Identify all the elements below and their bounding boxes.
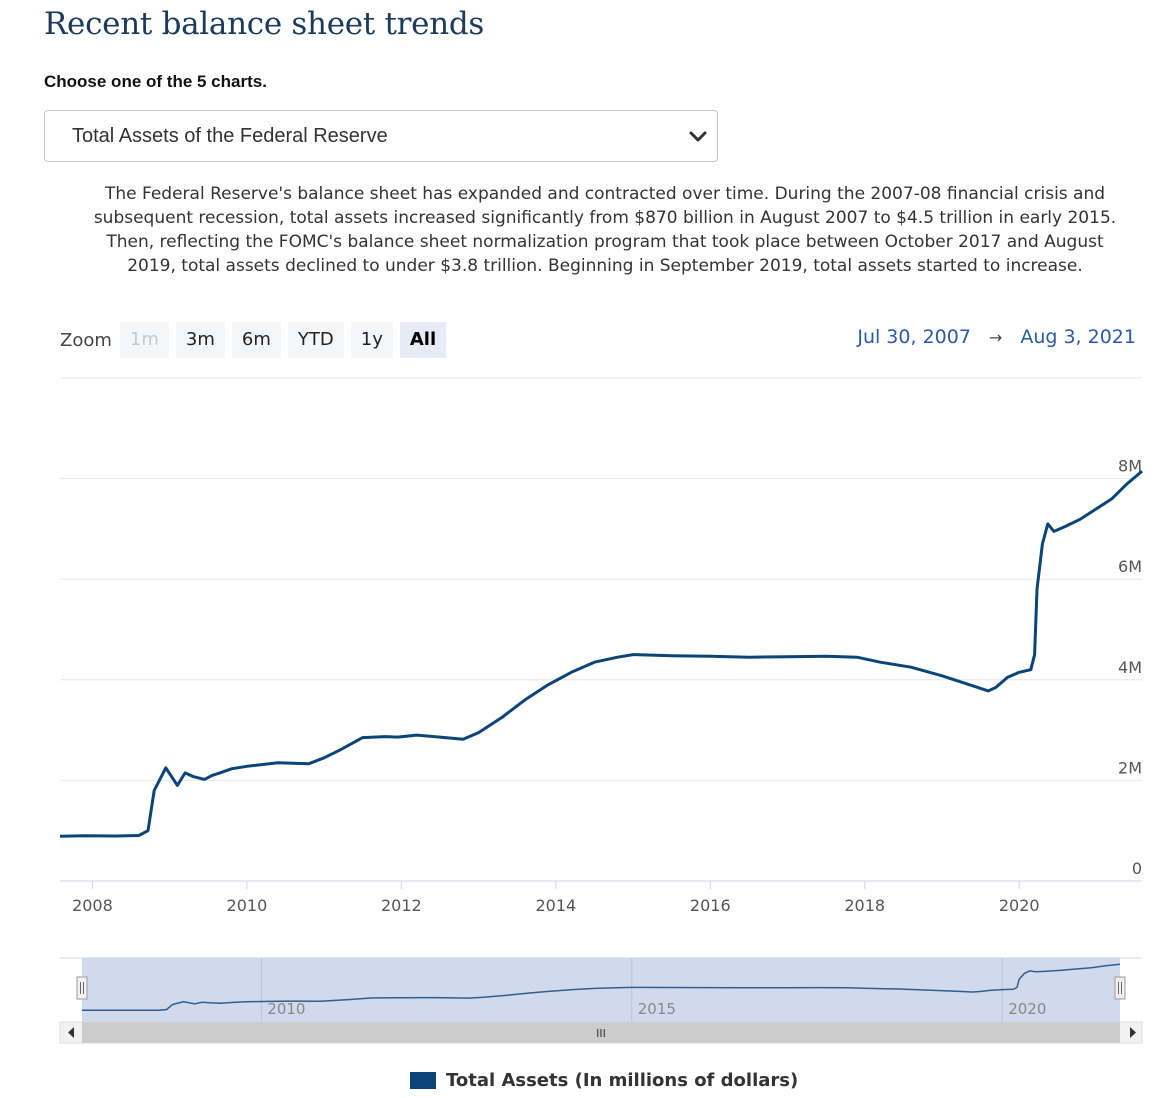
x-tick-label: 2014	[535, 896, 576, 915]
scrollbar-thumb[interactable]	[82, 1022, 1120, 1043]
y-tick-label: 8M	[1118, 457, 1142, 476]
zoom-label: Zoom	[60, 329, 112, 351]
zoom-all-button[interactable]: All	[399, 322, 447, 358]
navigator-tick-label: 2020	[1008, 1000, 1046, 1018]
navigator-tick-label: 2015	[638, 1000, 676, 1018]
page-title: Recent balance sheet trends	[44, 6, 485, 42]
navigator-selection-mask	[82, 958, 1120, 1022]
zoom-3m-button[interactable]: 3m	[175, 322, 225, 358]
navigator-right-handle[interactable]	[1114, 976, 1126, 1000]
range-to-input[interactable]: Aug 3, 2021	[1020, 326, 1136, 348]
scroll-right-icon[interactable]	[1130, 1027, 1136, 1038]
zoom-1m-button[interactable]: 1m	[119, 322, 169, 358]
x-tick-label: 2012	[381, 896, 422, 915]
zoom-controls: Zoom 1m 3m 6m YTD 1y All	[60, 322, 453, 358]
chart-description: The Federal Reserve's balance sheet has …	[93, 184, 1117, 276]
x-tick-label: 2018	[844, 896, 885, 915]
legend-item[interactable]: Total Assets (In millions of dollars)	[410, 1070, 798, 1091]
chevron-down-icon	[689, 131, 707, 142]
x-tick-label: 2016	[690, 896, 731, 915]
y-tick-label: 4M	[1118, 658, 1142, 677]
legend-label: Total Assets (In millions of dollars)	[446, 1070, 799, 1091]
zoom-ytd-button[interactable]: YTD	[287, 322, 344, 358]
range-from-input[interactable]: Jul 30, 2007	[857, 326, 971, 348]
zoom-1y-button[interactable]: 1y	[350, 322, 393, 358]
navigator-series-line	[82, 963, 1121, 1012]
y-tick-label: 6M	[1118, 557, 1142, 576]
date-range: Jul 30, 2007 → Aug 3, 2021	[857, 326, 1136, 348]
x-tick-label: 2020	[999, 896, 1040, 915]
chart-chooser-label: Choose one of the 5 charts.	[44, 72, 267, 91]
series-line	[59, 469, 1143, 838]
y-tick-label: 0	[1132, 859, 1142, 878]
y-tick-label: 2M	[1118, 758, 1142, 777]
scrollbar-grip-label: III	[596, 1027, 606, 1040]
chart-select-value: Total Assets of the Federal Reserve	[72, 125, 388, 147]
legend-swatch	[410, 1072, 436, 1089]
x-tick-label: 2008	[72, 896, 113, 915]
scroll-left-icon[interactable]	[68, 1027, 74, 1038]
chart-select-dropdown[interactable]: Total Assets of the Federal Reserve	[44, 110, 718, 162]
zoom-6m-button[interactable]: 6m	[231, 322, 281, 358]
navigator-tick-label: 2010	[267, 1000, 305, 1018]
x-tick-label: 2010	[227, 896, 268, 915]
range-arrow-icon: →	[988, 327, 1003, 347]
navigator-left-handle[interactable]	[76, 976, 88, 1000]
